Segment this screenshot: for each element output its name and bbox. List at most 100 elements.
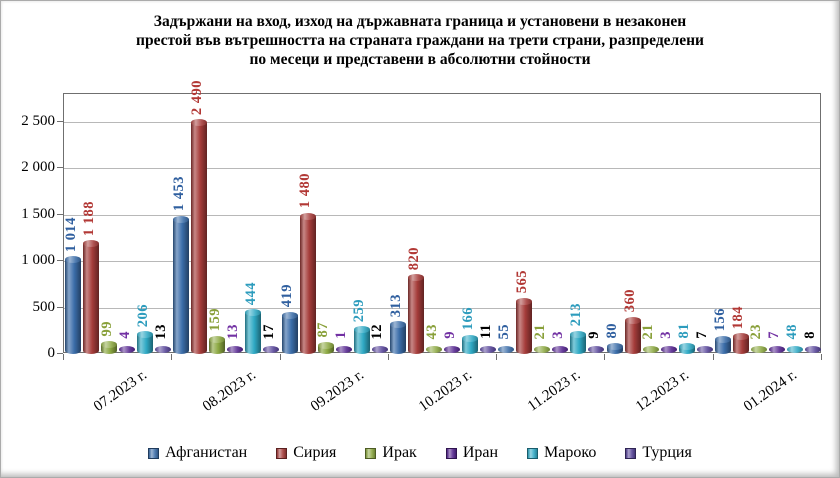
cylinder-bar-Турция [371,346,388,353]
cylinder-bar-top [678,342,695,350]
bar-value-label: 3 [549,331,566,339]
chart-title-line-2: престой във вътрешността на страната гра… [136,32,704,49]
cylinder-bar-Ирак [209,339,226,351]
y-axis-tick-mark [57,306,63,308]
bar-value-label: 11 [477,324,494,339]
legend-label: Сирия [293,444,337,461]
cylinder-bar-Иран [552,346,569,353]
x-axis-category-label: 11.2023 г. [525,367,584,415]
bar-value-label: 8 [802,331,819,339]
cylinder-bar-top [390,321,406,329]
cylinder-bar-Ирак [534,346,551,353]
legend-item-Турция: Турция [625,444,692,461]
bar-value-label: 820 [405,246,422,270]
bar-value-label: 13 [224,323,241,340]
bar-value-label: 21 [531,323,548,340]
cylinder-bar-bottom [299,347,316,354]
legend-marker-icon [148,447,160,459]
cylinder-bar-Афганистан [173,219,190,351]
cylinder-bar-top [209,335,226,343]
bar-value-label: 4 [116,331,133,339]
bar-value-label: 444 [242,281,259,305]
cylinder-bar-Ирак [426,346,442,353]
bar-value-label: 1 [333,331,350,339]
cylinder-bar-top [281,311,298,319]
x-axis-tick-mark [171,354,173,360]
cylinder-bar-top [408,274,424,282]
legend-label: Иран [462,444,499,461]
bar-value-label: 156 [712,308,729,332]
cylinder-bar-bottom [83,347,100,354]
bar-value-label: 21 [640,323,657,340]
cylinder-bar-Афганистан [65,259,82,351]
cylinder-bar-Мароко [137,334,154,351]
cylinder-bar-Сирия [83,243,100,351]
bar-value-label: 7 [694,331,711,339]
cylinder-bar-Иран [335,346,352,353]
x-axis-tick-mark [387,354,389,360]
legend: Афганистан Сирия Ирак Иран Мароко Турция [1,441,839,465]
x-axis-category-label: 10.2023 г. [416,367,476,415]
cylinder-bar-Иран [768,346,785,353]
cylinder-bar-Мароко [245,312,262,351]
legend-item-Иран: Иран [445,444,499,461]
cylinder-bar-Турция [804,346,821,353]
gridline [64,261,820,263]
legend-item-Сирия: Сирия [276,445,336,461]
cylinder-bar-bottom [570,347,587,354]
y-axis-tick-mark [57,167,63,169]
legend-label: Турция [642,444,692,461]
bar-value-label: 9 [441,331,458,339]
cylinder-bar-top [317,342,334,350]
legend-marker-icon [445,447,457,459]
y-axis-tick-label: 1 500 [21,205,55,222]
cylinder-bar-top [137,331,154,339]
cylinder-bar-top [173,215,190,223]
cylinder-bar-Турция [263,346,280,353]
x-axis-category-label: 08.2023 г. [199,367,259,415]
cylinder-bar-Афганистан [281,315,298,351]
bar-value-label: 419 [279,283,296,308]
cylinder-bar-bottom [714,347,731,354]
cylinder-bar-top [101,341,118,349]
cylinder-bar-top [606,343,623,351]
bar-value-label: 99 [98,321,115,337]
bar-value-label: 166 [459,307,476,331]
legend-marker-icon [276,447,288,459]
bar-value-label: 13 [152,323,169,340]
bar-value-label: 7 [766,331,783,339]
cylinder-bar-Ирак [642,346,659,353]
x-axis-category-label: 01.2024 г. [741,367,801,415]
bar-value-label: 43 [423,323,440,340]
legend-marker-icon [527,447,539,459]
bar-value-label: 259 [351,298,368,322]
cylinder-bar-Мароко [570,334,587,351]
chart-title-line-3: по месеци и представени в абсолютни стой… [249,51,591,68]
bar-value-label: 12 [369,323,386,340]
legend-item-Афганистан: Афганистан [148,445,247,461]
y-axis-tick-mark [57,353,63,354]
x-axis-tick-mark [496,354,498,360]
y-axis-tick-label: 2 000 [21,159,55,176]
y-axis-tick-label: 2 500 [21,112,55,129]
bar-value-label: 2 490 [188,79,205,115]
cylinder-bar-bottom [65,347,82,354]
cylinder-bar-Сирия [624,320,641,351]
gridline [64,121,820,123]
plot-area: 1 014 1 453 419 313 55 80 156 1 188 2 490 1 480 82… [63,80,821,354]
bar-value-label: 213 [567,302,584,327]
cylinder-bar-Турция [155,346,172,353]
y-axis-tick-label: 1 000 [21,252,55,269]
cylinder-bar-Турция [696,346,713,353]
y-axis-tick-label: 500 [32,298,56,315]
legend-label: Ирак [382,444,417,461]
chart-title: Задържани на вход, изход на държавната г… [71,12,769,69]
cylinder-bar-Турция [588,346,605,353]
bar-value-label: 48 [784,323,801,340]
cylinder-bar-Мароко [462,338,478,351]
cylinder-bar-top [245,309,262,317]
bar-value-label: 184 [730,305,747,329]
legend-label: Мароко [544,444,597,461]
x-axis-category-label: 09.2023 г. [307,367,367,415]
bar-value-label: 206 [134,303,151,327]
